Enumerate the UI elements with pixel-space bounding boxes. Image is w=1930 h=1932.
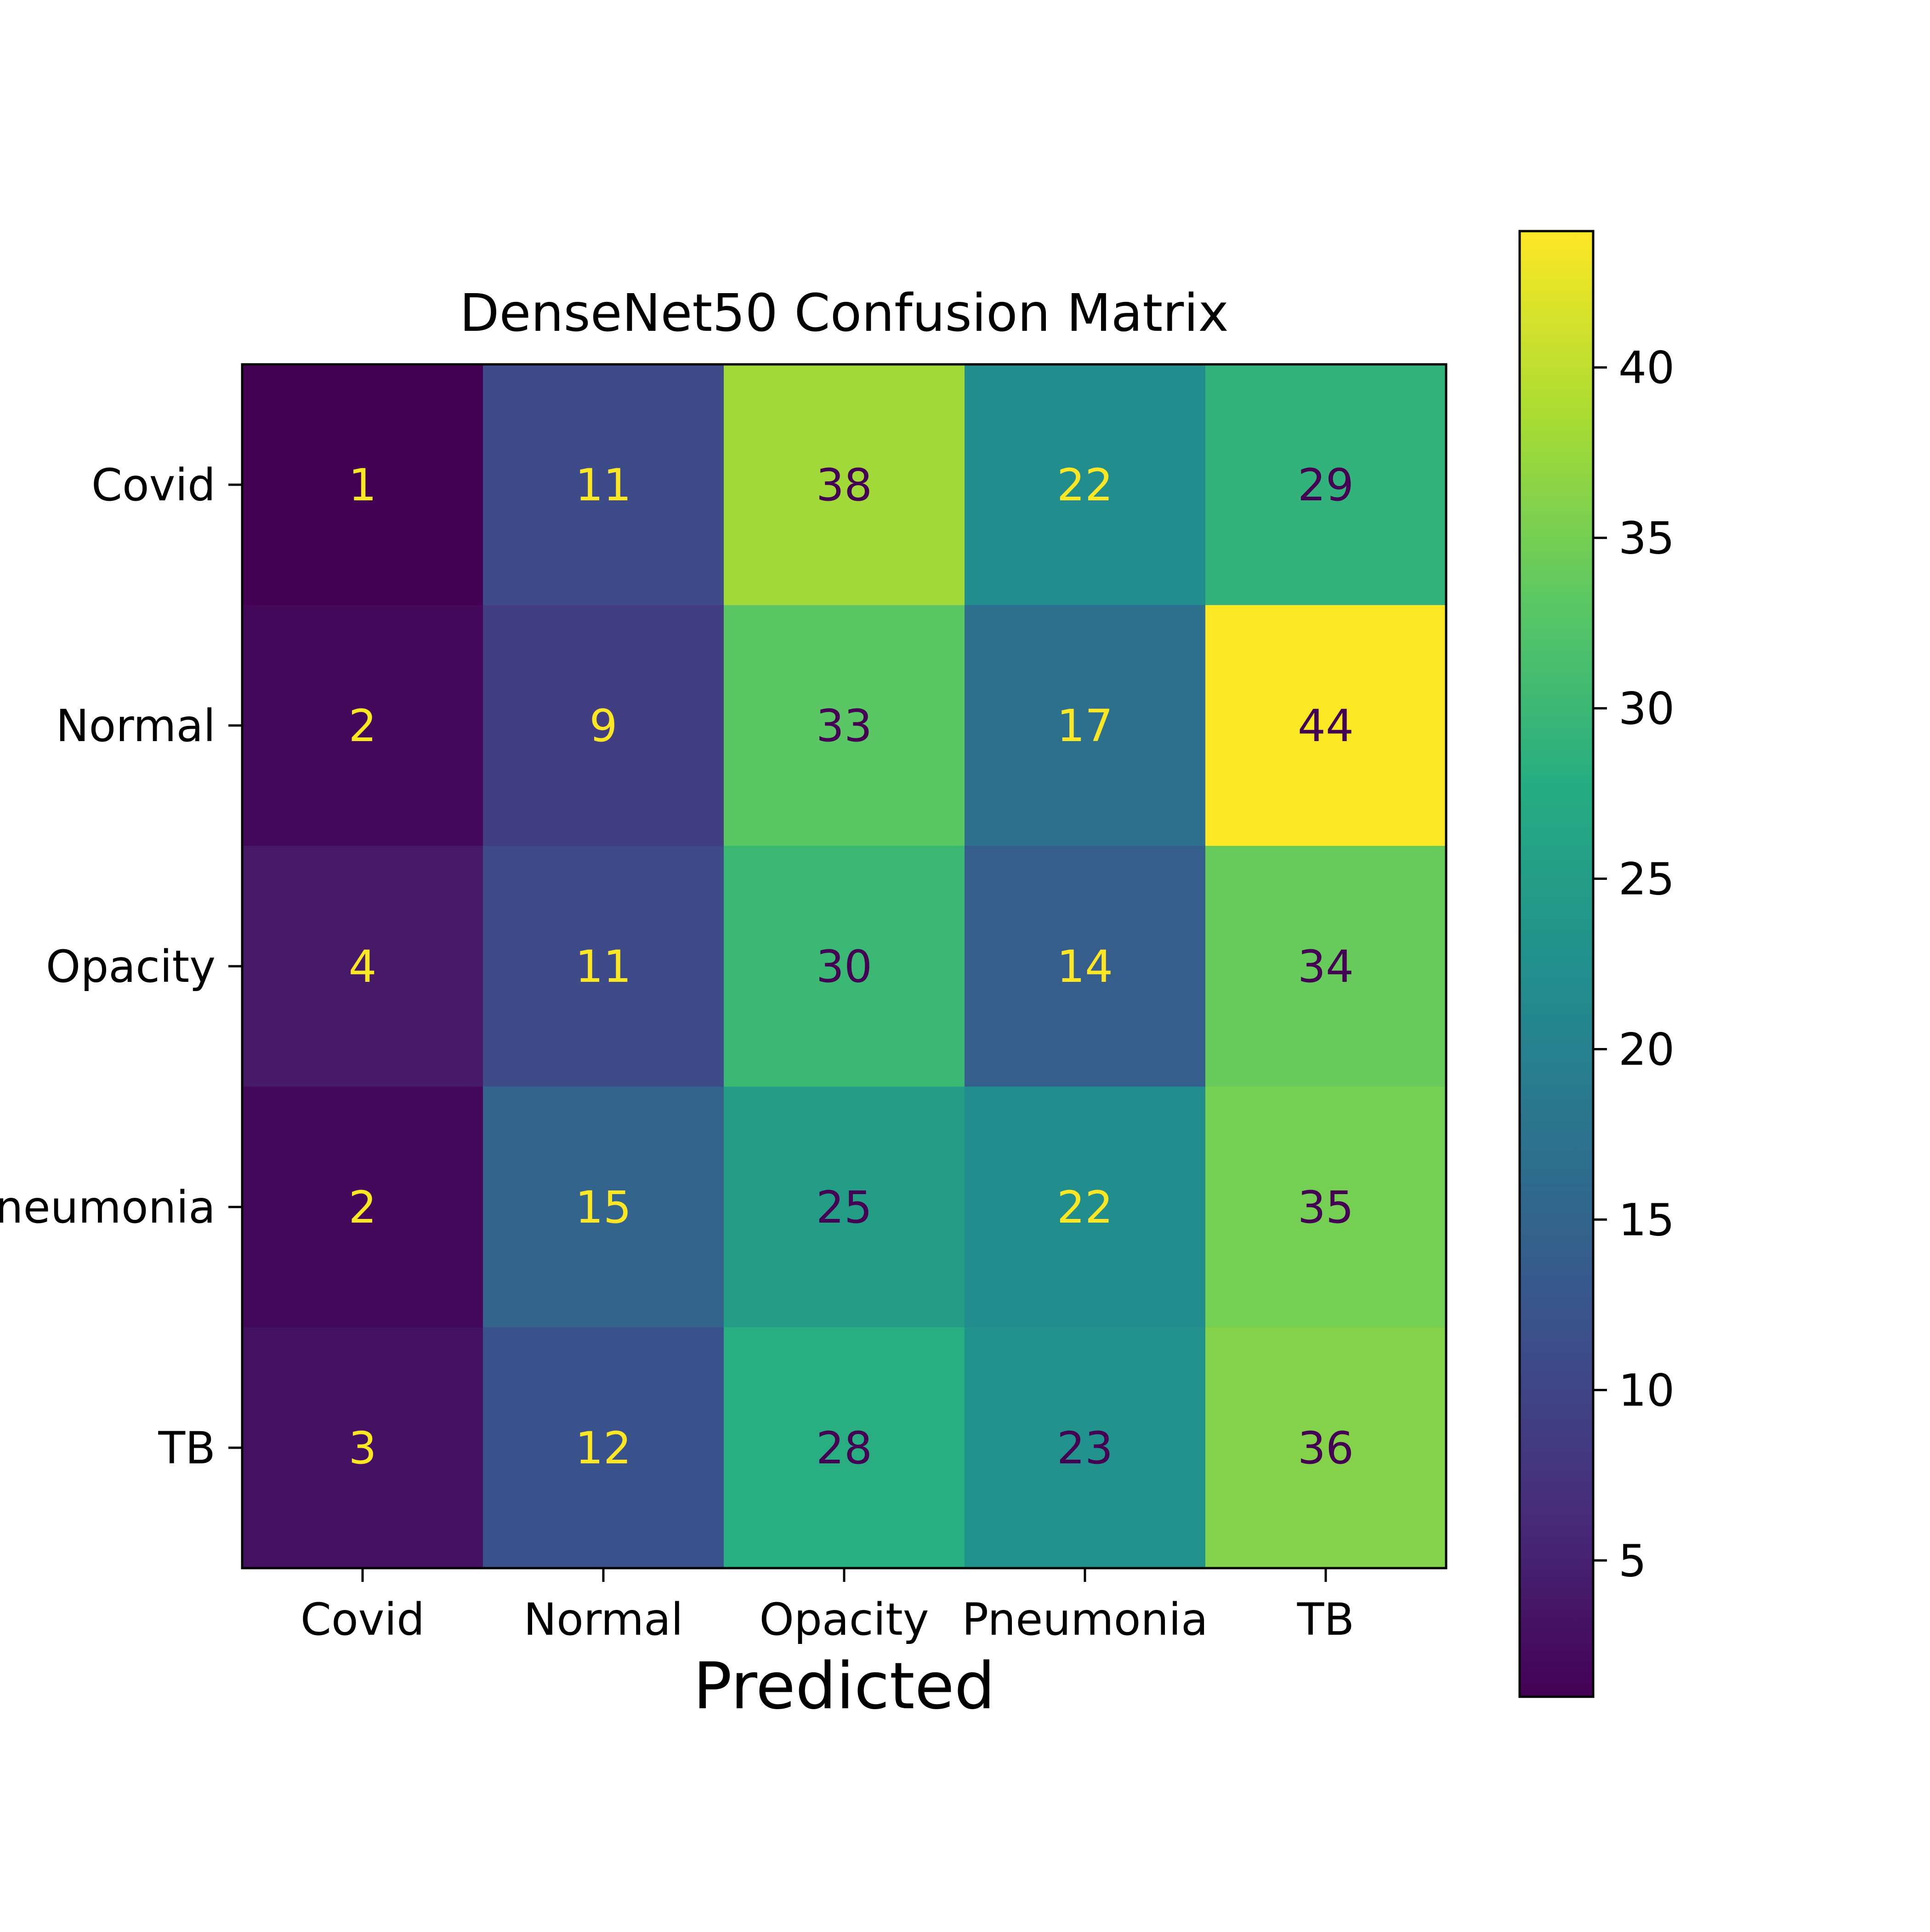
cell-value-label: 29 bbox=[1298, 459, 1354, 511]
cell-value-label: 17 bbox=[1057, 700, 1113, 752]
cell-value-label: 44 bbox=[1298, 700, 1354, 752]
cell-value-label: 9 bbox=[589, 700, 617, 752]
heatmap-cell-r0-c0 bbox=[242, 364, 483, 606]
cell-value-label: 34 bbox=[1298, 941, 1354, 992]
colorbar-tick-label: 30 bbox=[1618, 683, 1675, 735]
colorbar-tick-label: 35 bbox=[1618, 513, 1675, 564]
heatmap-cell-r0-c4 bbox=[1205, 364, 1447, 606]
cell-value-label: 25 bbox=[816, 1182, 872, 1233]
cell-value-label: 35 bbox=[1298, 1182, 1354, 1233]
heatmap-cell-r4-c0 bbox=[242, 1327, 483, 1569]
heatmap-cell-r1-c1 bbox=[483, 605, 724, 846]
x-axis-label: Predicted bbox=[693, 1649, 995, 1724]
x-axis: Covid Normal Opacity Pneumonia TB bbox=[301, 1568, 1354, 1645]
cell-value-label: 2 bbox=[348, 700, 376, 752]
y-axis: Covid Normal Opacity neumonia TB bbox=[0, 459, 242, 1474]
heatmap: 1 11 38 22 292 9 33 17 444 11 30 14 342 15 25 22 353 12 28… bbox=[241, 363, 1448, 1569]
colorbar-tick-label: 40 bbox=[1618, 342, 1675, 394]
cell-value-label: 1 bbox=[348, 459, 376, 511]
heatmap-cell-r1-c2 bbox=[724, 605, 965, 846]
chart-title: DenseNet50 Confusion Matrix bbox=[460, 283, 1228, 343]
cell-value-label: 11 bbox=[575, 941, 631, 992]
heatmap-cell-r2-c1 bbox=[483, 846, 724, 1087]
heatmap-cell-r3-c1 bbox=[483, 1087, 724, 1328]
cell-value-label: 15 bbox=[575, 1182, 631, 1233]
heatmap-cell-r2-c0 bbox=[242, 846, 483, 1087]
heatmap-cell-r2-c4 bbox=[1205, 846, 1447, 1087]
cell-value-label: 38 bbox=[816, 459, 872, 511]
y-tick-label: Normal bbox=[56, 700, 216, 752]
heatmap-cell-r3-c2 bbox=[724, 1087, 965, 1328]
cell-value-label: 22 bbox=[1057, 459, 1113, 511]
heatmap-cell-r2-c3 bbox=[965, 846, 1206, 1087]
cell-value-label: 3 bbox=[348, 1422, 376, 1474]
colorbar-tick-label: 25 bbox=[1618, 854, 1675, 905]
y-tick-label: neumonia bbox=[0, 1182, 216, 1233]
heatmap-cell-r1-c3 bbox=[965, 605, 1206, 846]
colorbar-gradient bbox=[1518, 230, 1595, 1698]
heatmap-cell-r0-c2 bbox=[724, 364, 965, 606]
heatmap-cell-r3-c3 bbox=[965, 1087, 1206, 1328]
cell-value-label: 4 bbox=[348, 941, 376, 992]
heatmap-cell-r3-c0 bbox=[242, 1087, 483, 1328]
colorbar-tick-label: 10 bbox=[1618, 1365, 1675, 1416]
cell-value-label: 22 bbox=[1057, 1182, 1113, 1233]
heatmap-cell-r3-c4 bbox=[1205, 1087, 1447, 1328]
x-tick-label: Covid bbox=[301, 1594, 425, 1645]
colorbar-tick-label: 20 bbox=[1618, 1024, 1675, 1075]
x-tick-label: Opacity bbox=[759, 1594, 929, 1645]
x-tick-label: Pneumonia bbox=[962, 1594, 1208, 1645]
heatmap-cell-r0-c3 bbox=[965, 364, 1206, 606]
cell-value-label: 12 bbox=[575, 1422, 631, 1474]
heatmap-cell-r0-c1 bbox=[483, 364, 724, 606]
y-tick-label: Opacity bbox=[46, 941, 216, 992]
y-tick-label: Covid bbox=[91, 459, 216, 511]
heatmap-cell-r2-c2 bbox=[724, 846, 965, 1087]
heatmap-cell-r4-c2 bbox=[724, 1327, 965, 1569]
y-tick-label: TB bbox=[158, 1422, 216, 1474]
colorbar: 5 10 15 20 25 30 35 40 bbox=[1518, 230, 1675, 1698]
heatmap-cell-r4-c3 bbox=[965, 1327, 1206, 1569]
cell-value-label: 14 bbox=[1057, 941, 1113, 992]
x-tick-label: Normal bbox=[523, 1594, 683, 1645]
heatmap-cell-r4-c4 bbox=[1205, 1327, 1447, 1569]
cell-value-label: 23 bbox=[1057, 1422, 1113, 1474]
heatmap-cell-r4-c1 bbox=[483, 1327, 724, 1569]
cell-value-label: 33 bbox=[816, 700, 872, 752]
heatmap-cell-r1-c0 bbox=[242, 605, 483, 846]
cell-value-label: 28 bbox=[816, 1422, 872, 1474]
heatmap-cell-r1-c4 bbox=[1205, 605, 1447, 846]
cell-value-label: 11 bbox=[575, 459, 631, 511]
cell-value-label: 30 bbox=[816, 941, 872, 992]
colorbar-tick-label: 5 bbox=[1618, 1535, 1646, 1586]
cell-value-label: 2 bbox=[348, 1182, 376, 1233]
x-tick-label: TB bbox=[1297, 1594, 1355, 1645]
cell-value-label: 36 bbox=[1298, 1422, 1354, 1474]
colorbar-tick-label: 15 bbox=[1618, 1194, 1675, 1246]
